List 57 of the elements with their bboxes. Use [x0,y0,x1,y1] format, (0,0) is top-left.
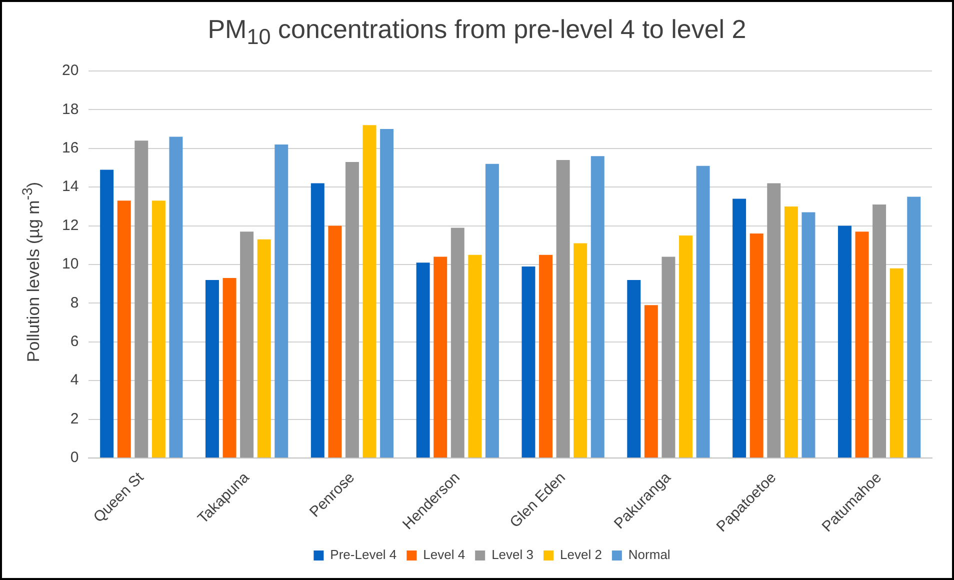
chart-title: PM$_{10}$ concentrations from pre-level 4 to level 2 [206,14,748,50]
bar [380,129,394,458]
bar [644,305,658,458]
bar [784,206,798,458]
bar [240,232,254,458]
y-tick-label: 2 [70,410,79,428]
bar [522,266,536,458]
bar [257,239,271,458]
y-tick-label: 6 [70,333,79,350]
bar [485,164,499,458]
legend-label: Level 2 [560,547,602,562]
bar [627,280,641,458]
y-tick-label: 4 [70,372,79,389]
bar [574,243,588,458]
bar [750,234,764,458]
y-tick-label: 20 [62,62,79,80]
bar [310,183,324,458]
bar [802,212,816,458]
bar [434,256,448,458]
bar [152,200,166,458]
bar [222,278,236,458]
bar [767,183,781,458]
bar [662,256,676,458]
y-tick-label: 18 [62,100,79,118]
y-tick-label: 0 [70,449,79,466]
bar [450,228,464,458]
bar [539,254,553,458]
legend-label: Level 4 [423,547,466,562]
y-tick-label: 10 [62,256,79,273]
bar [907,196,921,458]
bar [416,262,430,458]
bar [328,226,342,458]
legend-label: Level 3 [492,547,534,562]
bar [838,226,852,458]
bar [205,280,219,458]
bar [468,254,482,458]
bar [590,156,604,458]
bar [890,268,904,458]
bar [362,125,376,458]
y-tick-label: 14 [62,178,79,196]
bar [732,198,746,458]
bar [872,204,886,458]
bar [117,200,131,458]
bar [274,144,288,458]
y-tick-label: 8 [70,294,79,312]
y-tick-label: 12 [62,216,79,234]
bar [134,140,148,458]
bar [855,232,869,458]
bar [100,170,114,458]
bar [345,162,359,458]
legend-label: Pre-Level 4 [330,547,397,562]
bar [556,160,570,458]
bar [169,136,183,458]
bar [696,166,710,458]
legend-label: Normal [628,547,670,562]
y-tick-label: 16 [62,140,79,157]
bar [679,235,692,458]
